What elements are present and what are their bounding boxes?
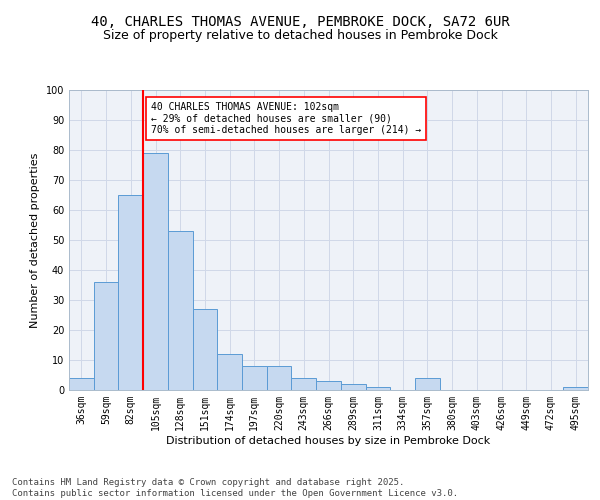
Bar (267, 366, 292, 390)
Text: Size of property relative to detached houses in Pembroke Dock: Size of property relative to detached ho… (103, 28, 497, 42)
Bar (193, 309, 217, 390)
X-axis label: Distribution of detached houses by size in Pembroke Dock: Distribution of detached houses by size … (166, 436, 491, 446)
Bar (94, 282, 118, 390)
Bar (118, 195, 143, 390)
Text: 40, CHARLES THOMAS AVENUE, PEMBROKE DOCK, SA72 6UR: 40, CHARLES THOMAS AVENUE, PEMBROKE DOCK… (91, 16, 509, 30)
Text: 40 CHARLES THOMAS AVENUE: 102sqm
← 29% of detached houses are smaller (90)
70% o: 40 CHARLES THOMAS AVENUE: 102sqm ← 29% o… (151, 102, 421, 135)
Bar (168, 231, 193, 390)
Bar (217, 354, 242, 390)
Bar (316, 381, 341, 390)
Bar (143, 153, 168, 390)
Bar (563, 387, 588, 390)
Bar (341, 384, 365, 390)
Y-axis label: Number of detached properties: Number of detached properties (30, 152, 40, 328)
Bar (292, 378, 316, 390)
Bar (69, 378, 94, 390)
Text: Contains HM Land Registry data © Crown copyright and database right 2025.
Contai: Contains HM Land Registry data © Crown c… (12, 478, 458, 498)
Bar (242, 366, 267, 390)
Bar (415, 378, 440, 390)
Bar (365, 387, 390, 390)
